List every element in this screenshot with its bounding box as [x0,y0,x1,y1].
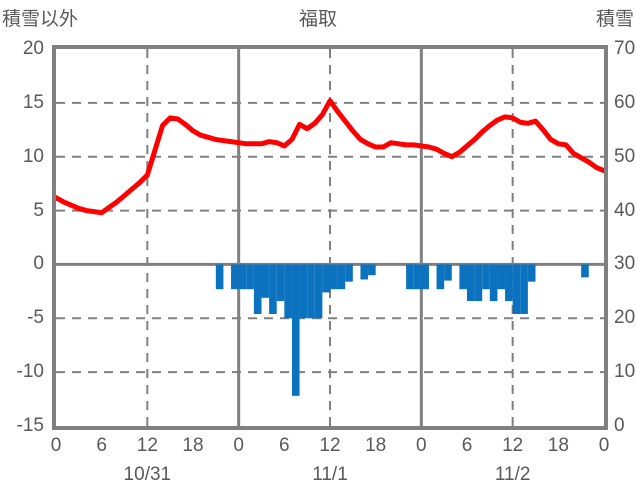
bar [520,264,528,314]
line-series-nonsnow [53,98,607,216]
x-tick-label: 0 [233,435,244,456]
bar [345,264,353,282]
bar [261,264,270,298]
bar [276,264,285,302]
x-tick-label: 12 [502,435,524,456]
bar [489,264,498,302]
chart-title: 福取 [298,9,337,30]
bar [436,264,445,290]
x-tick-label: 12 [319,435,341,456]
y-tick-label-left: -15 [16,415,44,436]
y-tick-label-right: 0 [614,415,625,436]
bar [512,264,521,314]
y-tick-label-right: 70 [614,38,636,59]
bar [246,264,254,290]
bar [527,264,536,282]
line-path [53,98,607,216]
bar [406,264,414,290]
bar [253,264,262,314]
bar [581,264,589,278]
chart-canvas [53,49,607,426]
y-tick-label-left: 15 [22,91,44,113]
x-tick-label: 12 [136,435,158,456]
x-axis-day-label: 11/2 [494,464,531,485]
y-tick-label-left: 20 [22,38,44,59]
y-tick-label-right: 60 [614,91,636,113]
bar-series-snow [215,264,589,396]
bar [291,264,300,396]
x-tick-label: 0 [50,435,62,456]
y-tick-label-left: 5 [33,199,44,221]
y-tick-label-left: 0 [33,253,44,275]
x-tick-label: 18 [547,435,569,456]
plot-frame [52,45,608,430]
x-axis-day-label: 10/31 [123,464,172,485]
bar [444,264,452,281]
bar [467,264,475,302]
y-tick-label-left: 10 [22,145,44,167]
bar [497,264,506,290]
x-tick-label: 18 [365,435,387,456]
bar [269,264,277,314]
x-tick-label: 6 [96,435,107,456]
bar [330,264,338,290]
y-tick-label-right: 10 [614,361,636,383]
y-tick-label-right: 50 [614,145,636,167]
bar [307,264,315,319]
bar [314,264,323,319]
x-tick-label: 6 [461,435,473,456]
y-tick-label-left: -5 [27,307,44,329]
x-tick-label: 6 [279,435,290,456]
y-tick-label-left: -10 [16,361,44,383]
bar [322,264,330,293]
x-tick-label: 0 [598,435,610,456]
bar [337,264,346,290]
bar [482,264,490,290]
x-tick-label: 18 [182,435,204,456]
x-tick-label: 0 [416,435,427,456]
bar [231,264,239,290]
left-axis-title: 積雪以外 [2,9,79,30]
y-tick-label-right: 20 [614,307,636,329]
x-axis-day-label: 11/1 [312,464,348,485]
bar [360,264,369,280]
plot-area [52,45,608,430]
bar [215,264,224,290]
bar [284,264,292,319]
right-axis-title: 積雪 [595,9,634,30]
bar [474,264,483,302]
bar [421,264,429,290]
bar [459,264,467,290]
bar [299,264,308,319]
y-tick-label-right: 40 [614,199,636,221]
bar [505,264,513,302]
bar [238,264,247,290]
bar [368,264,376,276]
bar [413,264,422,290]
y-tick-label-right: 30 [614,253,636,275]
